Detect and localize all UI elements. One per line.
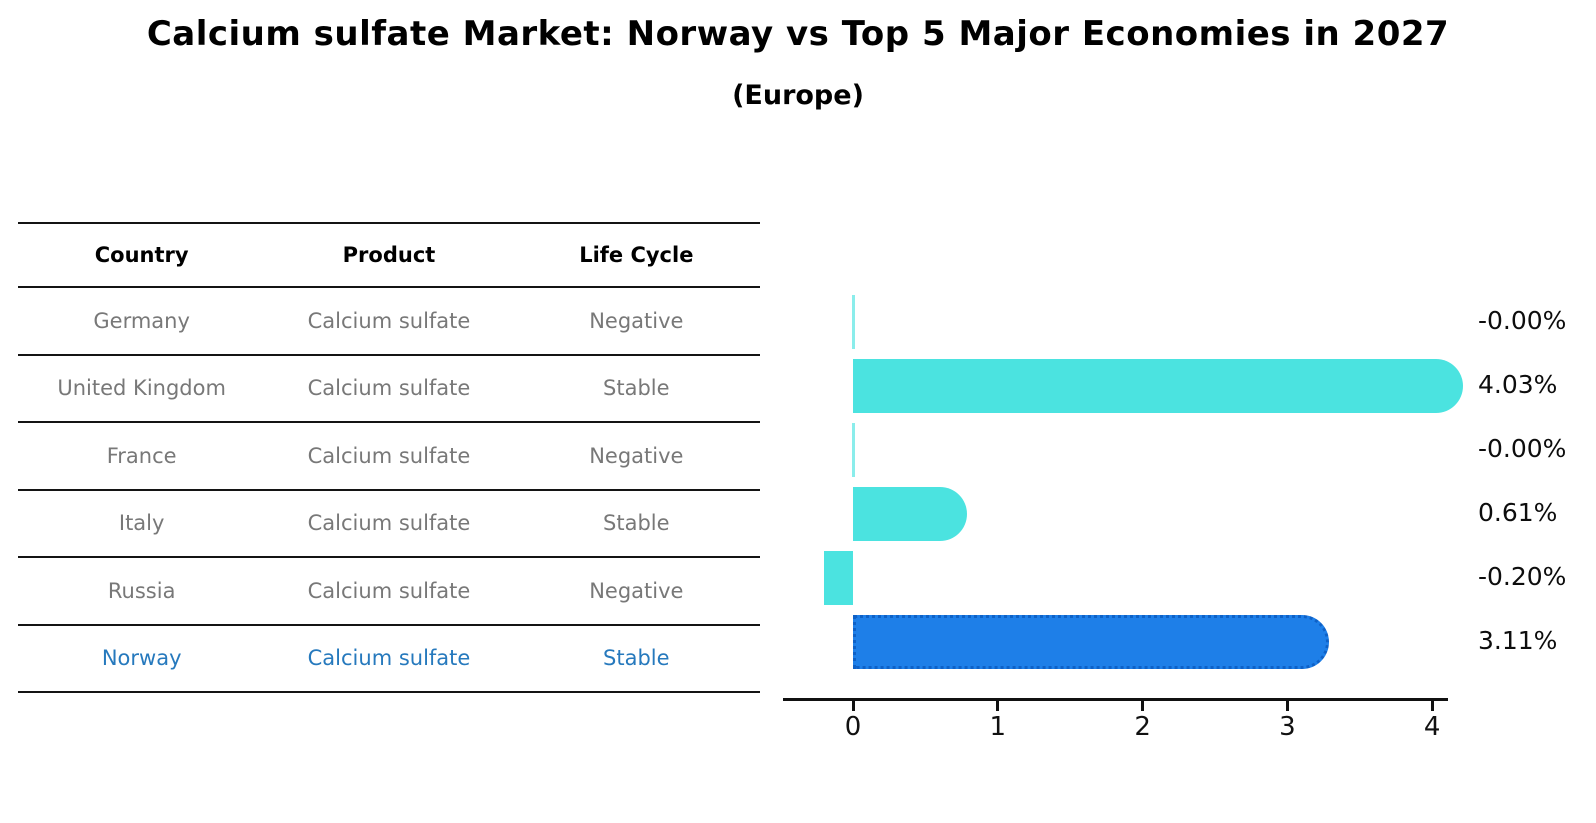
cell-product-france: Calcium sulfate — [307, 443, 471, 468]
table-row-germany: Germany Calcium sulfate Negative — [18, 288, 760, 356]
cell-country-germany: Germany — [93, 308, 190, 333]
cell-life-cycle-united-kingdom: Stable — [603, 376, 670, 401]
chart-title: Calcium sulfate Market: Norway vs Top 5 … — [146, 14, 1450, 54]
x-tick-label-3: 3 — [1279, 712, 1296, 742]
cell-life-cycle-russia: Negative — [589, 578, 684, 603]
table-row-norway: Norway Calcium sulfate Stable — [18, 626, 760, 693]
cell-product-united-kingdom: Calcium sulfate — [307, 376, 471, 401]
bar-germany — [852, 295, 855, 349]
cell-country-united-kingdom: United Kingdom — [57, 376, 226, 401]
table-row-france: France Calcium sulfate Negative — [18, 423, 760, 491]
cell-product-norway: Calcium sulfate — [307, 646, 471, 671]
cell-product-germany: Calcium sulfate — [307, 308, 471, 333]
chart-subtitle: (Europe) — [732, 80, 864, 111]
cell-product-russia: Calcium sulfate — [307, 578, 471, 603]
table-row-united-kingdom: United Kingdom Calcium sulfate Stable — [18, 356, 760, 423]
cell-life-cycle-france: Negative — [589, 443, 684, 468]
bar-france — [852, 423, 855, 477]
cell-life-cycle-italy: Stable — [603, 511, 670, 536]
table-header-country: Country — [94, 243, 189, 267]
table-row-italy: Italy Calcium sulfate Stable — [18, 491, 760, 558]
table-body: Germany Calcium sulfate Negative United Kin… — [18, 288, 760, 693]
x-tick-label-4: 4 — [1423, 712, 1441, 742]
value-label-russia: -0.20% — [1478, 562, 1567, 591]
cell-country-norway: Norway — [101, 646, 182, 671]
x-tick-label-2: 2 — [1134, 712, 1151, 742]
x-tick-label-0: 0 — [844, 712, 862, 742]
x-tick-mark-0 — [851, 701, 855, 711]
table-header-product: Product — [342, 243, 436, 267]
bar-italy — [853, 487, 968, 541]
country-table: Country Product Life Cycle Germany Calciu… — [18, 222, 760, 693]
value-label-italy: 0.61% — [1478, 498, 1558, 527]
cell-country-italy: Italy — [118, 511, 165, 536]
x-tick-mark-1 — [996, 701, 1000, 711]
table-header-life-cycle: Life Cycle — [579, 243, 694, 267]
x-tick-mark-3 — [1285, 701, 1289, 711]
value-label-germany: -0.00% — [1478, 306, 1567, 335]
table-row-russia: Russia Calcium sulfate Negative — [18, 558, 760, 626]
bar-united-kingdom — [853, 359, 1463, 413]
table-header-row: Country Product Life Cycle — [18, 224, 760, 288]
value-label-united-kingdom: 4.03% — [1478, 370, 1558, 399]
cell-life-cycle-norway: Stable — [603, 646, 670, 671]
bar-norway — [853, 615, 1330, 669]
value-label-france: -0.00% — [1478, 434, 1567, 463]
bar-russia — [824, 551, 853, 605]
x-tick-mark-2 — [1141, 701, 1145, 711]
x-tick-mark-4 — [1430, 701, 1434, 711]
cell-country-russia: Russia — [107, 578, 176, 603]
cell-life-cycle-germany: Negative — [589, 308, 684, 333]
cell-product-italy: Calcium sulfate — [307, 511, 471, 536]
x-axis-line — [783, 698, 1448, 701]
cell-country-france: France — [106, 443, 177, 468]
value-label-norway: 3.11% — [1478, 626, 1558, 655]
x-tick-label-1: 1 — [989, 712, 1007, 742]
